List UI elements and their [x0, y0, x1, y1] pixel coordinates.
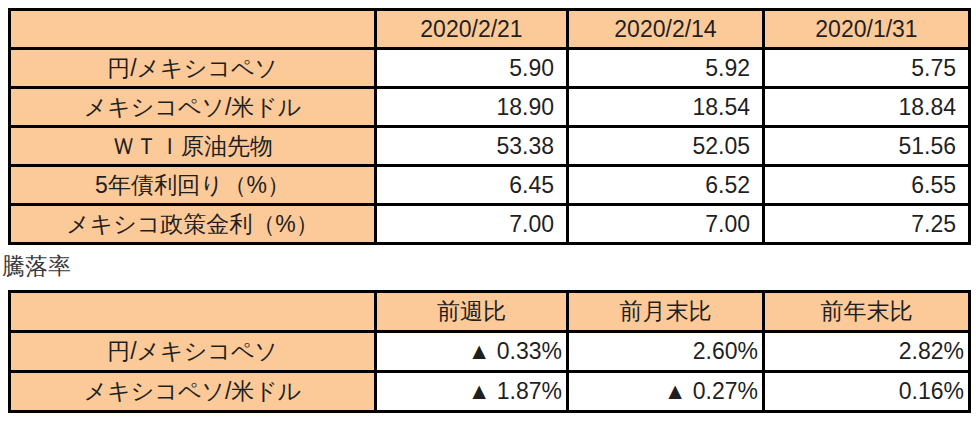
change-table-header-row: 前週比 前月末比 前年末比 — [10, 292, 970, 332]
value-cell: 5.92 — [568, 49, 764, 88]
header-week-on-week: 前週比 — [376, 292, 568, 332]
row-label: 5年債利回り（%） — [10, 166, 376, 205]
table-row: メキシコペソ/米ドル▲ 1.87%▲ 0.27%0.16% — [10, 372, 970, 412]
table-row: メキシコ政策金利（%）7.007.007.25 — [10, 205, 970, 244]
header-empty-cell — [10, 10, 376, 49]
row-label: メキシコペソ/米ドル — [10, 372, 376, 412]
row-label: ＷＴＩ原油先物 — [10, 127, 376, 166]
table-row: 5年債利回り（%）6.456.526.55 — [10, 166, 970, 205]
value-cell: 51.56 — [764, 127, 970, 166]
row-label: 円/メキシコペソ — [10, 332, 376, 372]
value-cell: ▲ 0.27% — [568, 372, 764, 412]
header-date-3: 2020/1/31 — [764, 10, 970, 49]
value-cell: 2.60% — [568, 332, 764, 372]
table-row: ＷＴＩ原油先物53.3852.0551.56 — [10, 127, 970, 166]
header-date-2: 2020/2/14 — [568, 10, 764, 49]
value-cell: 6.55 — [764, 166, 970, 205]
value-cell: 5.75 — [764, 49, 970, 88]
value-cell: ▲ 1.87% — [376, 372, 568, 412]
change-rate-table: 前週比 前月末比 前年末比 円/メキシコペソ▲ 0.33%2.60%2.82%メ… — [8, 290, 971, 413]
header-vs-prev-year-end: 前年末比 — [764, 292, 970, 332]
table-row: 円/メキシコペソ5.905.925.75 — [10, 49, 970, 88]
value-cell: 18.54 — [568, 88, 764, 127]
header-empty-cell — [10, 292, 376, 332]
value-cell: 18.90 — [376, 88, 568, 127]
header-date-1: 2020/2/21 — [376, 10, 568, 49]
section-label-change-rate: 騰落率 — [2, 252, 976, 280]
row-label: メキシコ政策金利（%） — [10, 205, 376, 244]
value-cell: 7.00 — [568, 205, 764, 244]
table-row: 円/メキシコペソ▲ 0.33%2.60%2.82% — [10, 332, 970, 372]
header-vs-prev-month-end: 前月末比 — [568, 292, 764, 332]
value-cell: 6.45 — [376, 166, 568, 205]
value-cell: 53.38 — [376, 127, 568, 166]
value-cell: 6.52 — [568, 166, 764, 205]
rates-table: 2020/2/21 2020/2/14 2020/1/31 円/メキシコペソ5.… — [8, 8, 971, 245]
value-cell: 7.25 — [764, 205, 970, 244]
value-cell: 2.82% — [764, 332, 970, 372]
value-cell: 18.84 — [764, 88, 970, 127]
report-page: 2020/2/21 2020/2/14 2020/1/31 円/メキシコペソ5.… — [0, 0, 976, 448]
value-cell: 7.00 — [376, 205, 568, 244]
rates-table-header-row: 2020/2/21 2020/2/14 2020/1/31 — [10, 10, 970, 49]
row-label: メキシコペソ/米ドル — [10, 88, 376, 127]
table-row: メキシコペソ/米ドル18.9018.5418.84 — [10, 88, 970, 127]
value-cell: 52.05 — [568, 127, 764, 166]
value-cell: 5.90 — [376, 49, 568, 88]
row-label: 円/メキシコペソ — [10, 49, 376, 88]
value-cell: 0.16% — [764, 372, 970, 412]
value-cell: ▲ 0.33% — [376, 332, 568, 372]
